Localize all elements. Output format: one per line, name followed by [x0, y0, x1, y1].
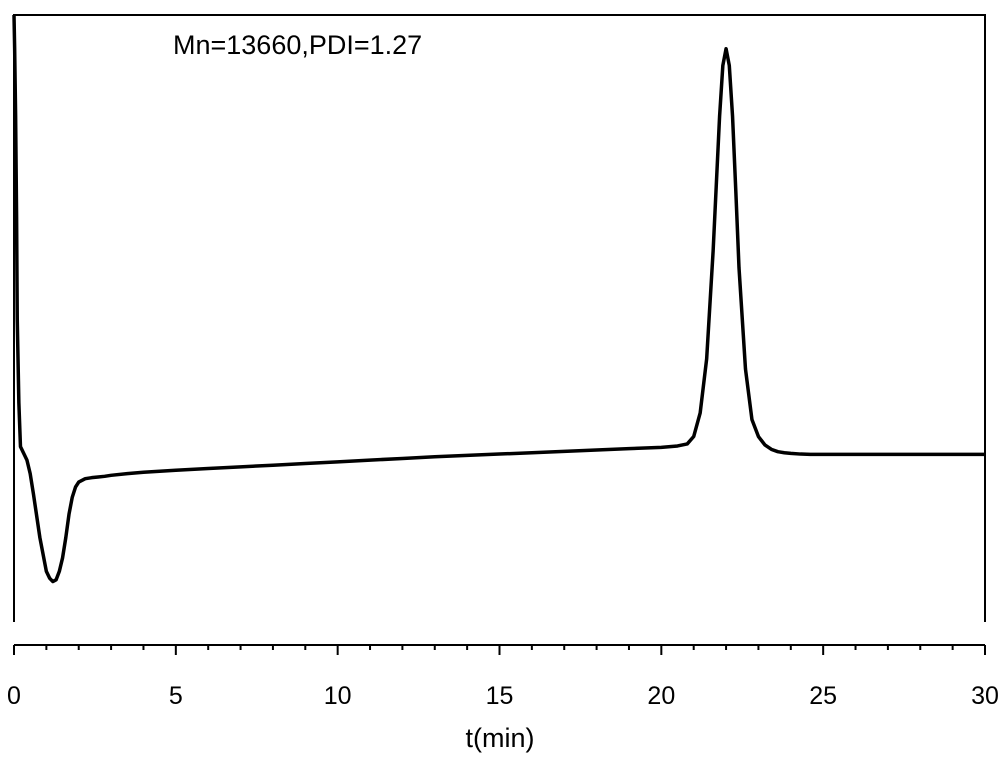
plot-frame — [14, 15, 985, 622]
x-tick-label: 30 — [971, 682, 999, 711]
x-tick-label: 10 — [324, 682, 352, 711]
x-tick-label: 25 — [809, 682, 837, 711]
x-tick-label: 20 — [647, 682, 675, 711]
x-tick-label: 15 — [486, 682, 514, 711]
x-tick-label: 5 — [169, 682, 183, 711]
x-axis-label: t(min) — [466, 723, 535, 754]
chart-container: Mn=13660,PDI=1.27 0 5 10 15 20 25 30 t(min) — [0, 0, 1000, 761]
x-tick-label: 0 — [7, 682, 21, 711]
chart-annotation: Mn=13660,PDI=1.27 — [173, 30, 422, 61]
chart-svg — [0, 0, 1000, 761]
data-line — [14, 15, 985, 582]
